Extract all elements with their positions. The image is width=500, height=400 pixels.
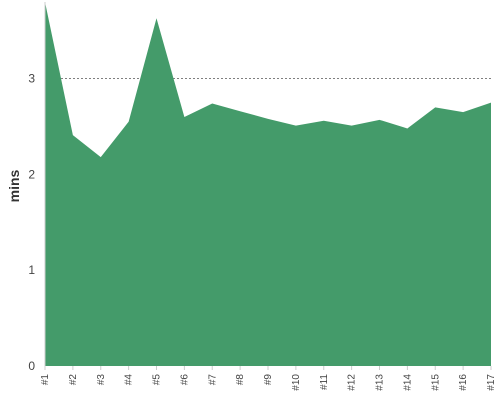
x-tick-label: #13 <box>375 374 386 391</box>
x-tick-label: #3 <box>96 374 107 386</box>
x-tick-label: #10 <box>291 374 302 391</box>
x-tick-label: #7 <box>207 374 218 386</box>
x-tick-label: #9 <box>263 374 274 386</box>
axes <box>44 2 492 370</box>
y-tick-labels: 0 1 2 3 <box>28 72 35 373</box>
x-tick-label: #15 <box>430 374 441 391</box>
y-tick-label: 1 <box>28 263 35 277</box>
x-tick-label: #16 <box>458 374 469 391</box>
x-tick-label: #11 <box>319 374 330 390</box>
area-series <box>45 2 491 366</box>
x-tick-label: #1 <box>40 374 51 386</box>
x-tick-label: #4 <box>124 374 135 386</box>
x-tick-labels: #1 #2 #3 #4 #5 #6 #7 #8 #9 #10 #11 #12 #13 #14 #15 #16 #… <box>40 374 497 391</box>
y-tick-label: 3 <box>28 72 35 86</box>
x-tick-label: #5 <box>152 374 163 386</box>
x-tick-label: #2 <box>68 374 79 386</box>
x-tick-label: #8 <box>235 374 246 386</box>
x-tick-label: #14 <box>402 374 413 391</box>
y-tick-label: 0 <box>28 359 35 373</box>
y-tick-label: 2 <box>28 167 35 181</box>
x-tick-label: #6 <box>179 374 190 386</box>
y-axis-label: mins <box>6 169 22 202</box>
x-tick-label: #17 <box>486 374 497 391</box>
series-area <box>45 2 491 366</box>
x-tick-label: #12 <box>347 374 358 391</box>
